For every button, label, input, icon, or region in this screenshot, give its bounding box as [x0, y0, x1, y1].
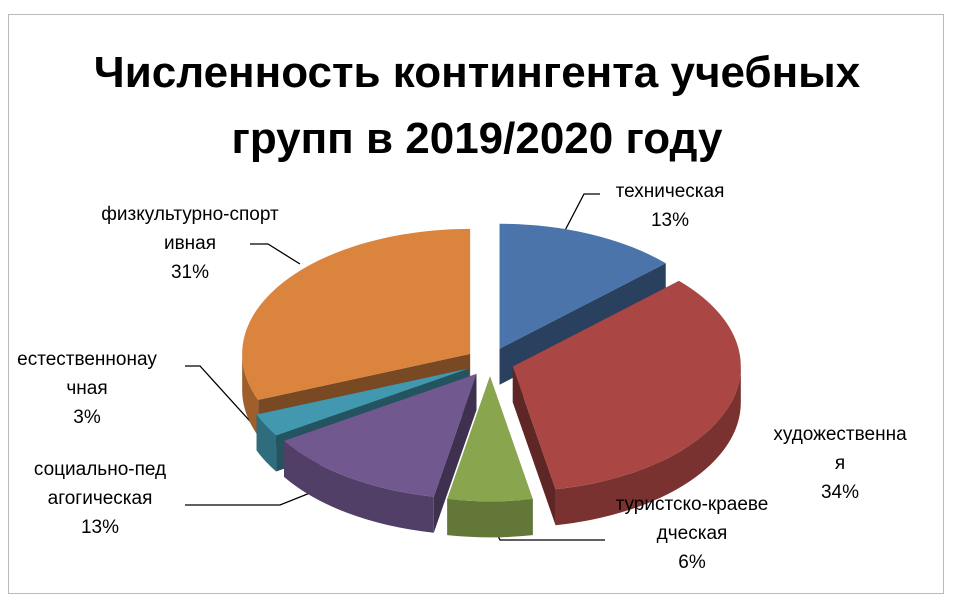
- slice-front: [284, 440, 434, 533]
- slice: [242, 228, 471, 400]
- slice: [284, 373, 477, 497]
- value-label: 3%: [73, 407, 101, 428]
- pie: [242, 223, 741, 538]
- slice: [499, 223, 666, 349]
- data-label: социально-педагогическая 13%: [30, 455, 170, 542]
- slice-front: [242, 353, 259, 436]
- slice-side: [512, 366, 556, 526]
- slice: [447, 376, 533, 502]
- chart-title: Численность контингента учебных групп в …: [93, 48, 861, 163]
- value-label: 6%: [678, 552, 706, 573]
- category-label: физкультурно-спортивная: [101, 204, 279, 254]
- slice: [256, 368, 469, 436]
- value-label: 31%: [170, 262, 210, 283]
- data-label: естественнонаучная 3%: [16, 345, 158, 432]
- data-label: техническая 13%: [590, 177, 750, 235]
- leader-line: [559, 193, 600, 241]
- data-label: туристско-краеведческая 6%: [612, 490, 772, 577]
- value-label: 34%: [820, 482, 860, 503]
- slice-front: [256, 414, 277, 472]
- category-label: естественнонаучная: [17, 349, 157, 399]
- data-label: физкультурно-спортивная 31%: [100, 200, 280, 287]
- value-label: 13%: [80, 517, 120, 538]
- leader-line: [250, 243, 301, 265]
- category-label: социально-педагогическая: [33, 459, 167, 509]
- category-label: туристско-краеведческая: [615, 494, 769, 544]
- leader-line: [185, 365, 259, 431]
- value-label: 13%: [650, 210, 690, 231]
- slice: [512, 280, 741, 490]
- slice-side: [256, 368, 469, 451]
- data-label: художественная 34%: [770, 420, 910, 507]
- slice-front: [555, 366, 741, 526]
- category-label: художественная: [773, 424, 907, 474]
- slice-front: [447, 499, 533, 538]
- category-label: техническая: [615, 181, 725, 202]
